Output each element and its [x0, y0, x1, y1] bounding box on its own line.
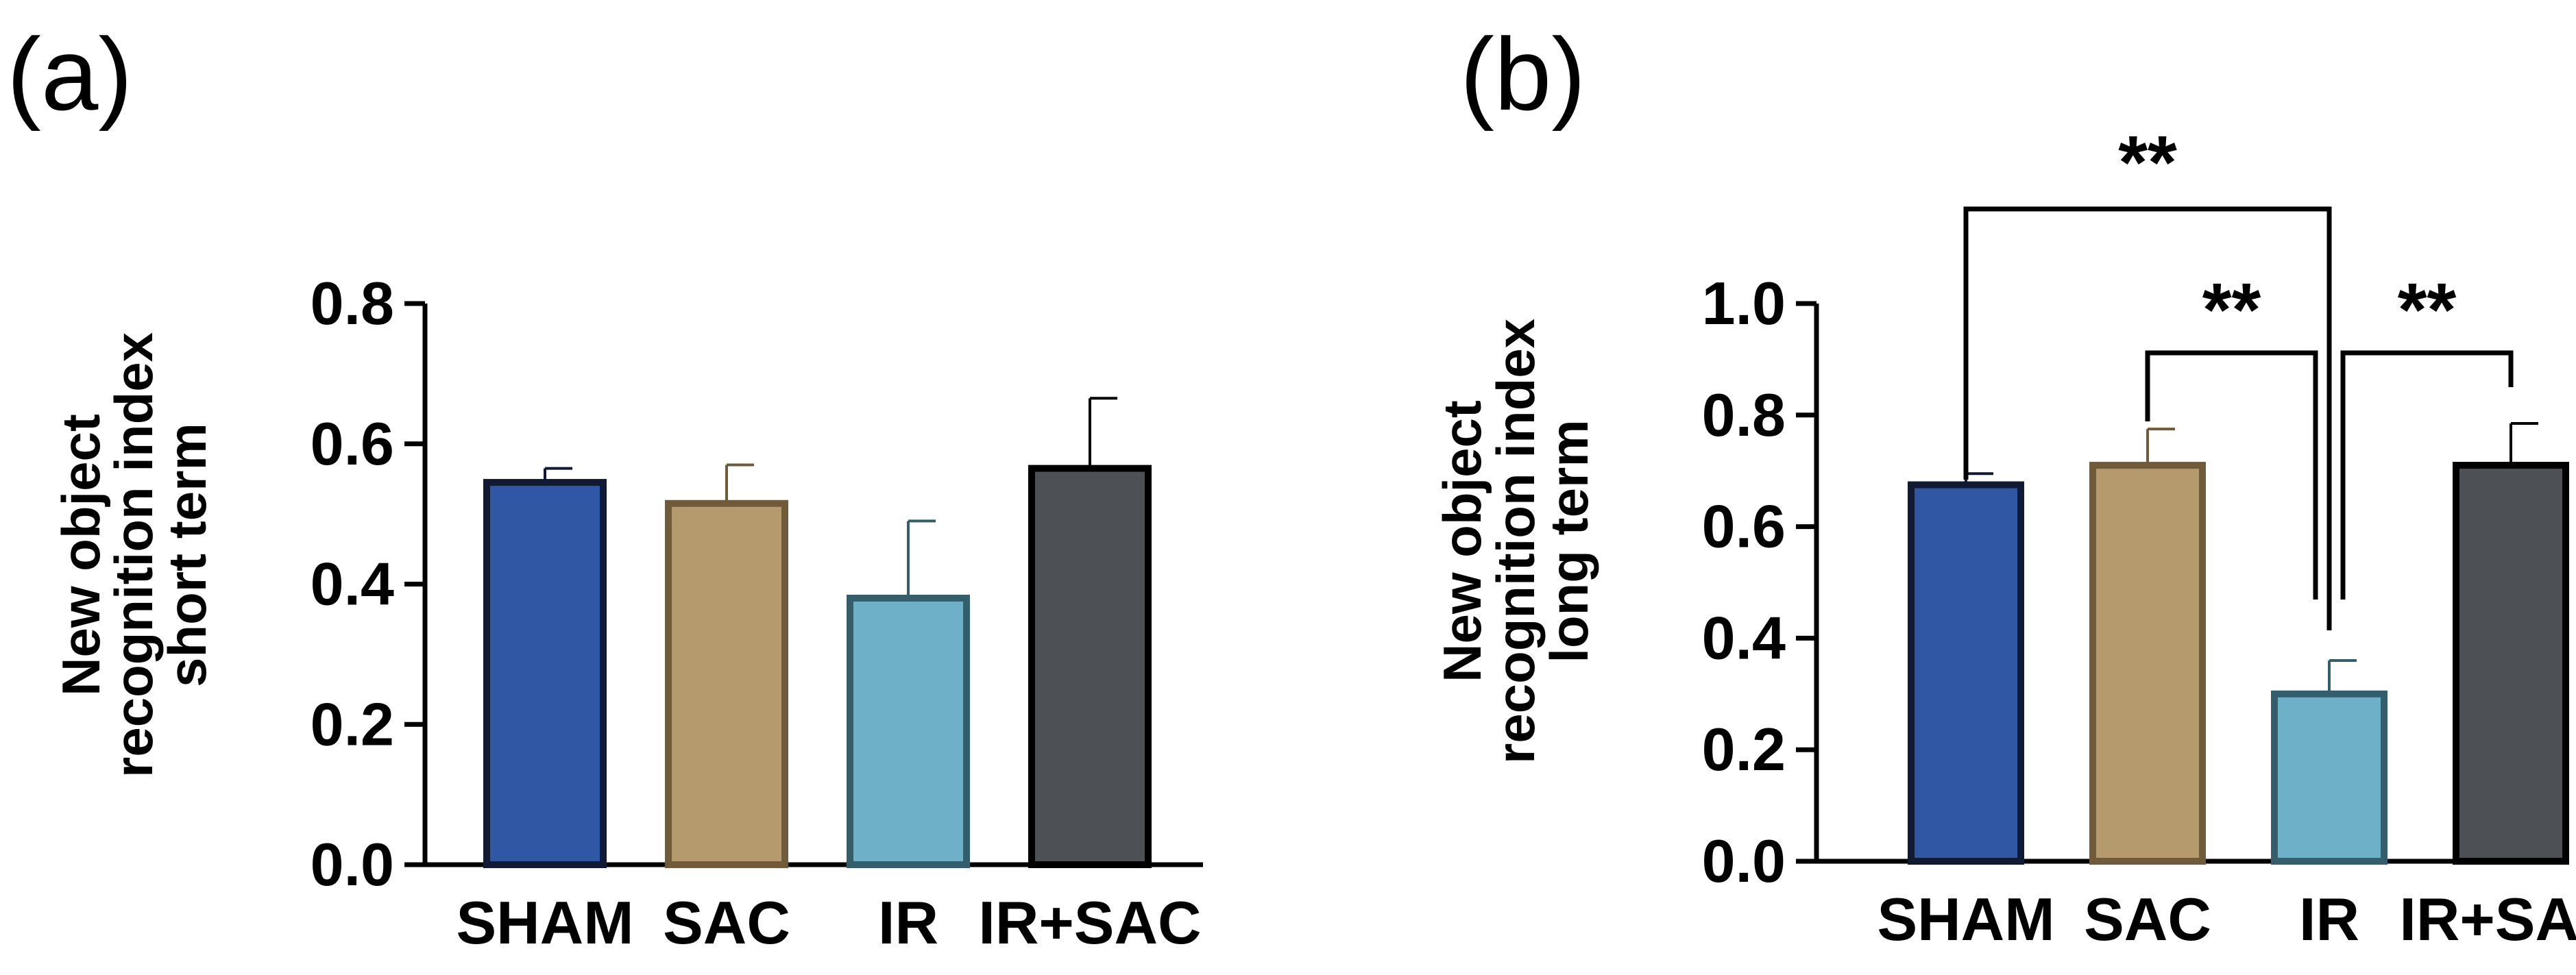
panel-b-sig-label: **: [2202, 268, 2261, 352]
panel-b-plot: 0.0 0.2 0.4 0.6 0.8 1.0 SHAM SAC IR IR+SAC ** ** **: [1702, 121, 2576, 953]
panel-a-ytick-label: 0.4: [311, 550, 394, 618]
panel-b-sig-bracket: [2145, 350, 2318, 600]
panel-b-bar-ir-plus-sac: [2453, 462, 2569, 865]
panel-b-sig-label: **: [2118, 121, 2177, 205]
panel-a: (a) New object recognition index short t…: [7, 16, 1203, 957]
panel-b-ylabel-line2: recognition index: [1485, 319, 1546, 764]
panel-a-plot: 0.0 0.2 0.4 0.6 0.8 SHAM SAC IR IR+SAC: [311, 269, 1203, 957]
panel-a-ylabel-line2: recognition index: [104, 332, 164, 778]
panel-b-ylabel-line3: long term: [1539, 419, 1599, 663]
panel-a-bar-sac: [665, 499, 788, 868]
panel-b-category-label: IR+SAC: [2399, 885, 2576, 953]
panel-a-category-label: IR: [878, 889, 938, 957]
panel-a-ytick-label: 0.2: [311, 690, 394, 758]
panel-b-ytick-label: 0.4: [1702, 604, 1786, 671]
panel-b-label: (b): [1460, 16, 1585, 132]
panel-a-category-label: SAC: [663, 889, 790, 957]
panel-b-sig-bracket: [2340, 350, 2514, 600]
panel-a-ytick-label: 0.6: [311, 410, 394, 478]
panel-a-category-label: IR+SAC: [978, 889, 1201, 957]
panel-a-ytick-label: 0.8: [311, 269, 394, 337]
panel-b-category-label: IR: [2299, 885, 2359, 953]
panel-a-ytick-label: 0.0: [311, 830, 394, 898]
panel-b: (b) New object recognition index long te…: [1432, 16, 2576, 953]
panel-b-ytick-label: 1.0: [1702, 269, 1786, 337]
panel-b-bar-ir: [2271, 690, 2387, 865]
panel-b-sig-bracket: [1963, 206, 2332, 630]
panel-b-ytick-label: 0.0: [1702, 827, 1786, 895]
panel-b-ytick-label: 0.6: [1702, 493, 1786, 560]
panel-b-category-label: SHAM: [1877, 885, 2054, 953]
panel-a-ylabel-line1: New object: [51, 414, 111, 696]
panel-b-ytick-label: 0.8: [1702, 381, 1786, 449]
panel-a-bar-sham: [483, 479, 607, 868]
panel-a-label: (a): [7, 16, 132, 132]
panel-b-bar-sac: [2089, 462, 2206, 865]
panel-a-category-label: SHAM: [456, 889, 633, 957]
panel-b-bar-sham: [1908, 481, 2024, 865]
panel-a-bar-ir: [847, 594, 970, 868]
panel-b-ytick-label: 0.2: [1702, 715, 1786, 783]
panel-b-sig-label: **: [2398, 268, 2457, 352]
panel-a-bar-ir-plus-sac: [1028, 465, 1152, 868]
panel-a-ylabel-line3: short term: [157, 423, 217, 687]
panel-b-category-label: SAC: [2084, 885, 2211, 953]
panel-b-ylabel-line1: New object: [1432, 400, 1492, 682]
